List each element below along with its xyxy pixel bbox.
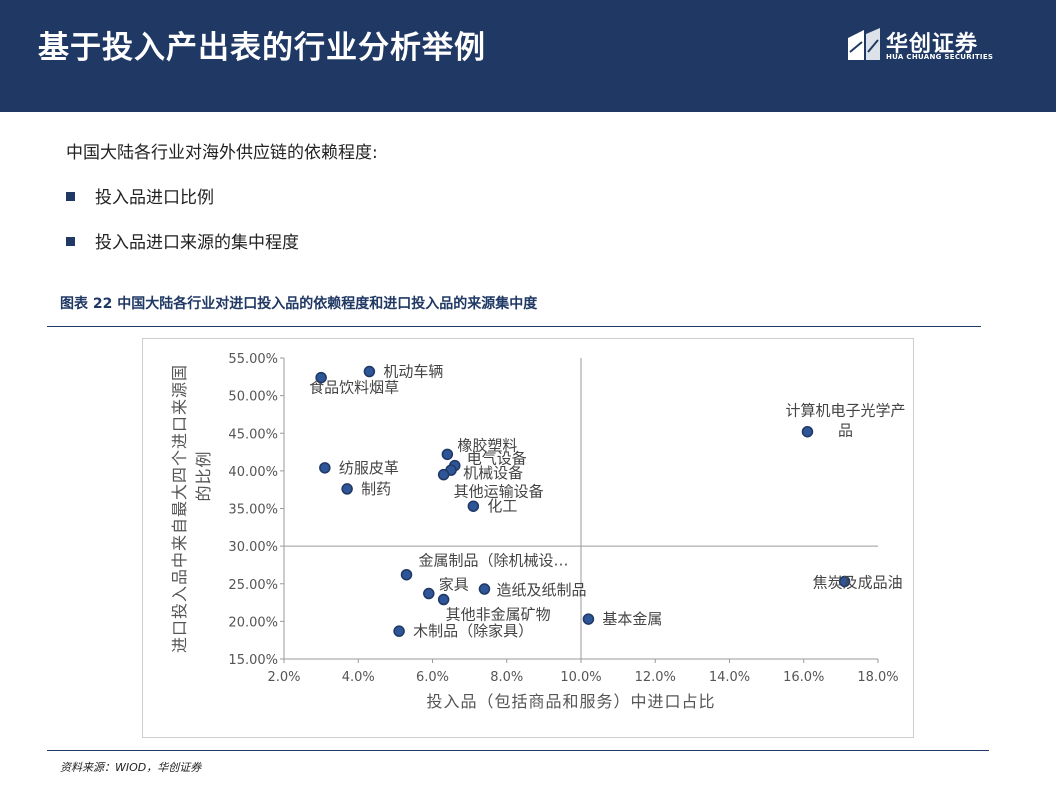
data-point bbox=[341, 483, 353, 495]
y-tick-label: 20.00% bbox=[228, 615, 278, 630]
data-label: 化工 bbox=[487, 497, 517, 515]
logo-mark-icon bbox=[848, 28, 880, 60]
y-axis-title-line1: 进口投入品中来自最大四个进口来源国 bbox=[170, 364, 189, 653]
page-title: 基于投入产出表的行业分析举例 bbox=[38, 30, 486, 66]
header-bar: 基于投入产出表的行业分析举例 华创证券 HUA CHUANG SECURITIE… bbox=[0, 0, 1056, 112]
data-label: 其他运输设备 bbox=[454, 483, 544, 501]
x-tick-label: 16.0% bbox=[783, 670, 824, 685]
data-label-line2: 品 bbox=[838, 422, 853, 440]
data-label: 机械设备 bbox=[463, 464, 523, 482]
bullet-item: 投入品进口比例 bbox=[66, 183, 214, 208]
y-tick-label: 45.00% bbox=[228, 427, 278, 442]
data-label: 制药 bbox=[361, 480, 391, 498]
data-point bbox=[400, 568, 413, 581]
logo-name-en: HUA CHUANG SECURITIES bbox=[886, 53, 994, 61]
data-point bbox=[801, 425, 814, 438]
bullet-square-icon bbox=[66, 191, 75, 201]
y-tick-label: 25.00% bbox=[228, 578, 278, 593]
y-tick-label: 15.00% bbox=[228, 653, 278, 668]
data-label: 焦炭及成品油 bbox=[813, 573, 903, 591]
y-tick-label: 35.00% bbox=[228, 503, 278, 518]
data-label: 电气设备 bbox=[467, 450, 527, 468]
company-logo: 华创证券 HUA CHUANG SECURITIES bbox=[846, 26, 1006, 66]
x-axis-title: 投入品（包括商品和服务）中进口占比 bbox=[426, 692, 715, 711]
data-label: 家具 bbox=[439, 576, 469, 594]
y-tick-label: 55.00% bbox=[228, 352, 278, 367]
data-label: 木制品（除家具） bbox=[413, 622, 533, 640]
y-tick-label: 50.00% bbox=[228, 390, 278, 405]
data-point bbox=[423, 587, 435, 600]
y-tick-label: 30.00% bbox=[228, 540, 278, 555]
data-label: 橡胶塑料 bbox=[457, 436, 517, 454]
logo-name-cn: 华创证券 bbox=[886, 32, 979, 57]
data-label: 计算机电子光学产 bbox=[785, 402, 905, 420]
chart-frame: 55.00% 50.00% 45.00% 40.00% 35.00% 30.00% 25.0… bbox=[142, 338, 914, 738]
bullet-text: 投入品进口比例 bbox=[95, 188, 214, 208]
data-label: 其他非金属矿物 bbox=[446, 606, 551, 624]
data-point bbox=[319, 462, 331, 474]
bullet-square-icon bbox=[66, 236, 75, 246]
x-tick-label: 2.0% bbox=[267, 670, 300, 685]
data-point bbox=[441, 448, 454, 461]
y-tick-label: 40.00% bbox=[228, 465, 278, 480]
data-label: 食品饮料烟草 bbox=[309, 379, 399, 397]
data-point bbox=[467, 500, 480, 512]
x-tick-label: 18.0% bbox=[857, 670, 898, 685]
y-axis-title-line2: 的比例 bbox=[194, 450, 213, 501]
data-label: 纺服皮革 bbox=[339, 459, 399, 477]
data-label: 金属制品（除机械设… bbox=[419, 552, 569, 570]
data-point bbox=[437, 593, 450, 606]
data-point bbox=[315, 371, 327, 384]
caption-divider bbox=[47, 326, 981, 327]
x-tick-label: 8.0% bbox=[490, 670, 523, 685]
x-tick-label: 6.0% bbox=[416, 670, 449, 685]
data-point bbox=[363, 365, 376, 378]
bullet-item: 投入品进口来源的集中程度 bbox=[66, 228, 299, 253]
bullet-text: 投入品进口来源的集中程度 bbox=[95, 233, 299, 253]
x-tick-label: 12.0% bbox=[635, 670, 676, 685]
data-label: 造纸及纸制品 bbox=[496, 581, 586, 599]
data-point bbox=[393, 625, 405, 637]
data-point bbox=[838, 575, 851, 588]
data-label: 机动车辆 bbox=[383, 363, 443, 381]
data-point bbox=[582, 613, 595, 625]
footer-divider bbox=[47, 750, 989, 751]
data-label: 基本金属 bbox=[602, 610, 662, 628]
x-tick-label: 14.0% bbox=[709, 670, 750, 685]
x-tick-label: 4.0% bbox=[342, 670, 375, 685]
scatter-chart: 55.00% 50.00% 45.00% 40.00% 35.00% 30.00% 25.0… bbox=[170, 352, 905, 711]
data-point bbox=[437, 468, 450, 481]
intro-text: 中国大陆各行业对海外供应链的依赖程度: bbox=[66, 143, 378, 163]
data-point bbox=[478, 583, 491, 595]
x-tick-label: 10.0% bbox=[560, 670, 601, 685]
figure-caption: 图表 22 中国大陆各行业对进口投入品的依赖程度和进口投入品的来源集中度 bbox=[60, 296, 538, 312]
source-note: 资料来源：WIOD，华创证券 bbox=[60, 761, 202, 774]
